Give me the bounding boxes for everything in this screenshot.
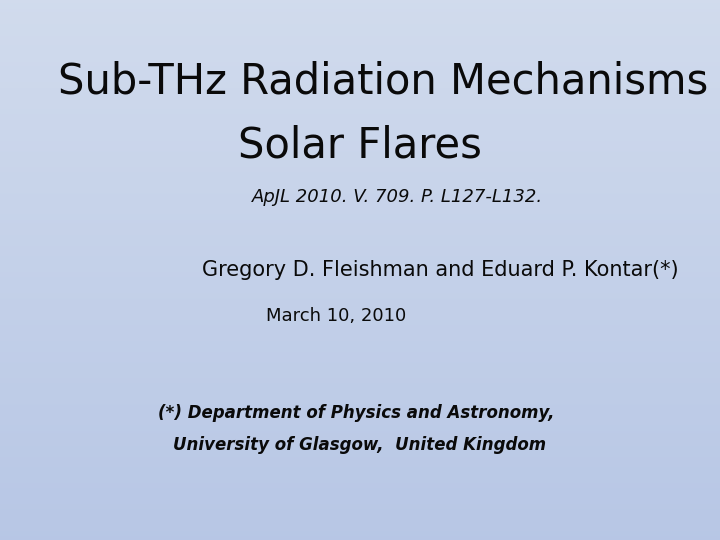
Text: University of Glasgow,  United Kingdom: University of Glasgow, United Kingdom [173,436,546,455]
Text: Sub-THz Radiation Mechanisms in: Sub-THz Radiation Mechanisms in [58,60,720,102]
Text: Gregory D. Fleishman and Eduard P. Kontar(*): Gregory D. Fleishman and Eduard P. Konta… [202,260,678,280]
Text: Solar Flares: Solar Flares [238,125,482,167]
Text: ApJL 2010. V. 709. P. L127-L132.: ApJL 2010. V. 709. P. L127-L132. [252,188,543,206]
Text: (*) Department of Physics and Astronomy,: (*) Department of Physics and Astronomy, [158,404,555,422]
Text: March 10, 2010: March 10, 2010 [266,307,407,325]
